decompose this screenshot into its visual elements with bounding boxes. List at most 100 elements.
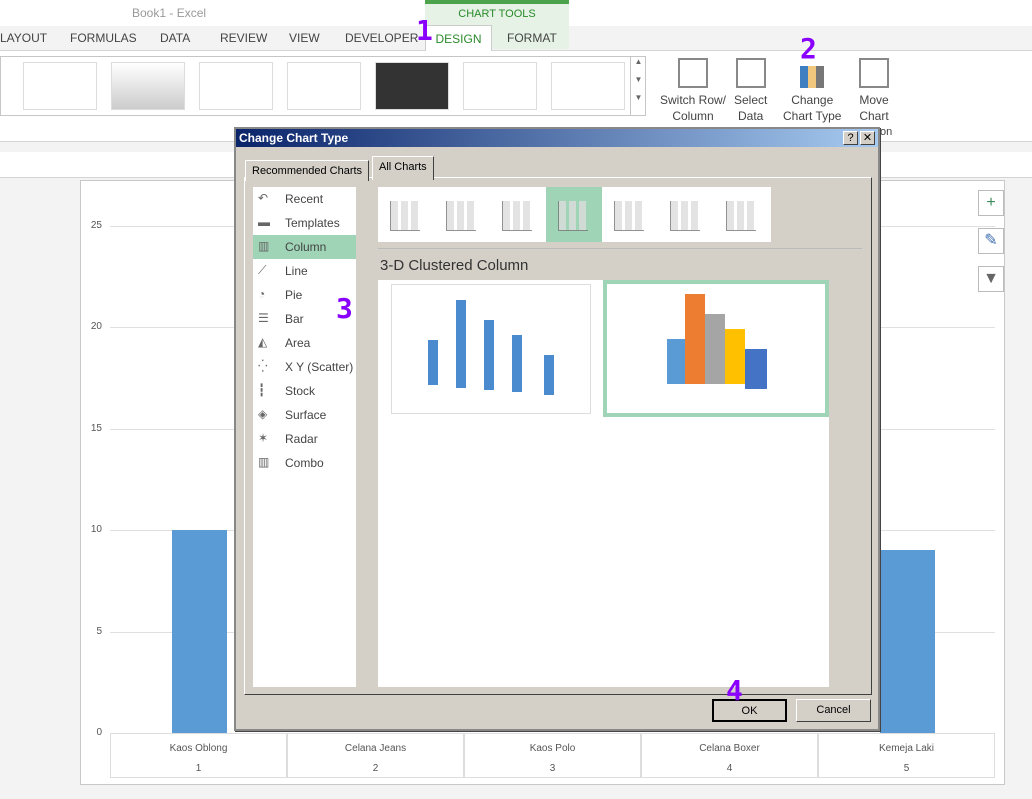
chart-type-label: Line [285,264,308,278]
chart-type-column[interactable]: ▥ Column [253,235,356,259]
chart-type-label: Column [285,240,327,254]
cancel-button[interactable]: Cancel [796,699,871,722]
move-chart-icon [859,58,889,88]
chart-type-icon: ↶ [258,191,269,205]
divider [378,248,862,249]
chart-type-combo[interactable]: ▥ Combo [253,451,356,475]
select-data-button[interactable]: Select Data [734,58,767,124]
ok-button[interactable]: OK [712,699,787,722]
category-index: 5 [903,763,910,774]
category-name: Celana Boxer [699,743,760,754]
annotation-4: 4 [726,674,743,707]
chart-type-x-y-scatter-[interactable]: ⁛ X Y (Scatter) [253,355,356,379]
chart-type-line[interactable]: ⟋ Line [253,259,356,283]
tab-all-charts[interactable]: All Charts [372,156,434,180]
subtype-title: 3-D Clustered Column [380,257,529,274]
chart-type-icon: ◭ [258,335,268,349]
chart-type-bar[interactable]: ☰ Bar [253,307,356,331]
chart-tools-label: CHART TOOLS [458,8,536,20]
y-tick-label: 25 [90,219,102,231]
chart-type-pie[interactable]: ◔ Pie [253,283,356,307]
column-subtype-icon[interactable] [714,187,770,242]
chart-type-label: Combo [285,456,324,470]
category-label: Kaos Oblong 1 [110,733,287,778]
annotation-1: 1 [416,14,433,47]
tab-formulas[interactable]: FORMULAS [70,31,137,45]
chart-type-stock[interactable]: ┇ Stock [253,379,356,403]
chart-type-icon: ┇ [258,383,266,397]
bar[interactable] [172,530,227,733]
chart-type-label: Pie [285,288,303,302]
close-button[interactable]: ✕ [860,131,875,145]
category-label: Celana Boxer 4 [641,733,818,778]
tab-recommended-charts[interactable]: Recommended Charts [245,160,370,181]
chart-type-label: Recent [285,192,324,206]
chart-style-thumb[interactable] [111,62,185,110]
filter-icon[interactable]: ▼ [978,266,1004,292]
chart-type-icon: ✶ [258,431,269,445]
app-title: Book1 - Excel [132,6,207,20]
column-subtype-icon[interactable] [546,187,602,242]
chart-type-list: ↶ Recent ▬ Templates ▥ Column ⟋ Line ◔ Pie ☰ Bar ◭ Ar… [253,187,356,687]
preview-option-2-selected[interactable] [603,280,829,417]
change-chart-type-dialog: Change Chart Type ? ✕ Recommended Charts… [234,127,880,731]
chart-type-icon: ⁛ [258,359,268,373]
brush-icon[interactable]: ✎ [978,228,1004,254]
chart-style-thumb[interactable] [375,62,449,110]
chart-type-area[interactable]: ◭ Area [253,331,356,355]
chart-type-icon: ◔ [258,287,266,301]
tab-view[interactable]: VIEW [289,31,320,45]
bar[interactable] [880,550,935,733]
annotation-2: 2 [800,32,817,65]
column-subtype-icon[interactable] [434,187,490,242]
chart-style-thumb[interactable] [199,62,273,110]
category-index: 4 [726,763,733,774]
tab-review[interactable]: REVIEW [220,31,268,45]
chart-type-templates[interactable]: ▬ Templates [253,211,356,235]
tab-design[interactable]: DESIGN [425,25,492,51]
y-tick-label: 10 [90,524,102,535]
chart-subtype-strip [378,187,771,242]
chart-type-icon: ⟋ [258,263,267,277]
chart-type-label: Templates [285,216,340,230]
column-subtype-icon[interactable] [658,187,714,242]
chart-style-thumb[interactable] [463,62,537,110]
chart-style-thumb[interactable] [551,62,625,110]
chart-type-surface[interactable]: ◈ Surface [253,403,356,427]
switch-row-column-button[interactable]: Switch Row/Column [660,58,726,124]
tab-format[interactable]: FORMAT [507,31,557,45]
chart-type-recent[interactable]: ↶ Recent [253,187,356,211]
group-label: on [880,126,893,138]
y-tick-label: 15 [90,422,102,434]
change-chart-type-button[interactable]: Change Chart Type [783,58,841,124]
category-label: Celana Jeans 2 [287,733,464,778]
chart-style-thumb[interactable] [23,62,97,110]
column-subtype-icon[interactable] [378,187,434,242]
chart-type-label: Bar [285,312,304,326]
chart-type-radar[interactable]: ✶ Radar [253,427,356,451]
chart-type-icon: ☰ [258,311,269,325]
chart-style-thumb[interactable] [287,62,361,110]
tab-layout[interactable]: LAYOUT [0,31,48,45]
label: Chart [859,109,889,123]
chart-type-icon: ▥ [258,239,270,253]
label: Switch Row/ [660,93,727,107]
tab-data[interactable]: DATA [160,31,191,45]
chart-type-icon: ◈ [258,407,268,421]
help-button[interactable]: ? [843,131,858,145]
gallery-scroll[interactable]: ▲ ▼ ▼ [630,57,646,115]
move-chart-button[interactable]: Move Chart [859,58,889,124]
preview-option-1[interactable] [391,284,591,414]
chart-type-icon: ▥ [258,455,270,469]
category-name: Kaos Polo [529,743,576,754]
category-label: Kaos Polo 3 [464,733,641,778]
annotation-3: 3 [336,292,353,325]
select-data-icon [735,58,766,88]
column-subtype-icon[interactable] [602,187,658,242]
dialog-panel [244,177,872,695]
column-subtype-icon[interactable] [490,187,546,242]
chart-type-label: Surface [285,408,327,422]
tab-developer[interactable]: DEVELOPER [345,31,419,45]
plus-icon[interactable]: + [978,190,1004,216]
category-name: Celana Jeans [344,743,407,754]
